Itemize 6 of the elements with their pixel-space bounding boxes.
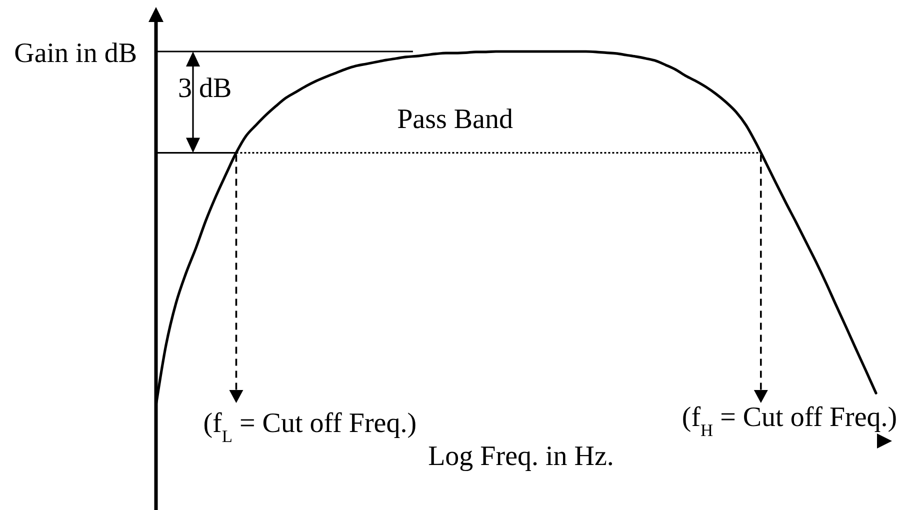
x-axis-title: Log Freq. in Hz. <box>428 441 614 472</box>
annotation: (f$_{H}$ = Cut off Freq.) <box>682 402 898 440</box>
annotation: Pass Band <box>397 104 513 135</box>
y-axis-title: Gain in dB <box>14 38 137 70</box>
annotation: (f$_{L}$ = Cut off Freq.) <box>203 408 417 446</box>
annotation: 3 dB <box>178 73 232 104</box>
